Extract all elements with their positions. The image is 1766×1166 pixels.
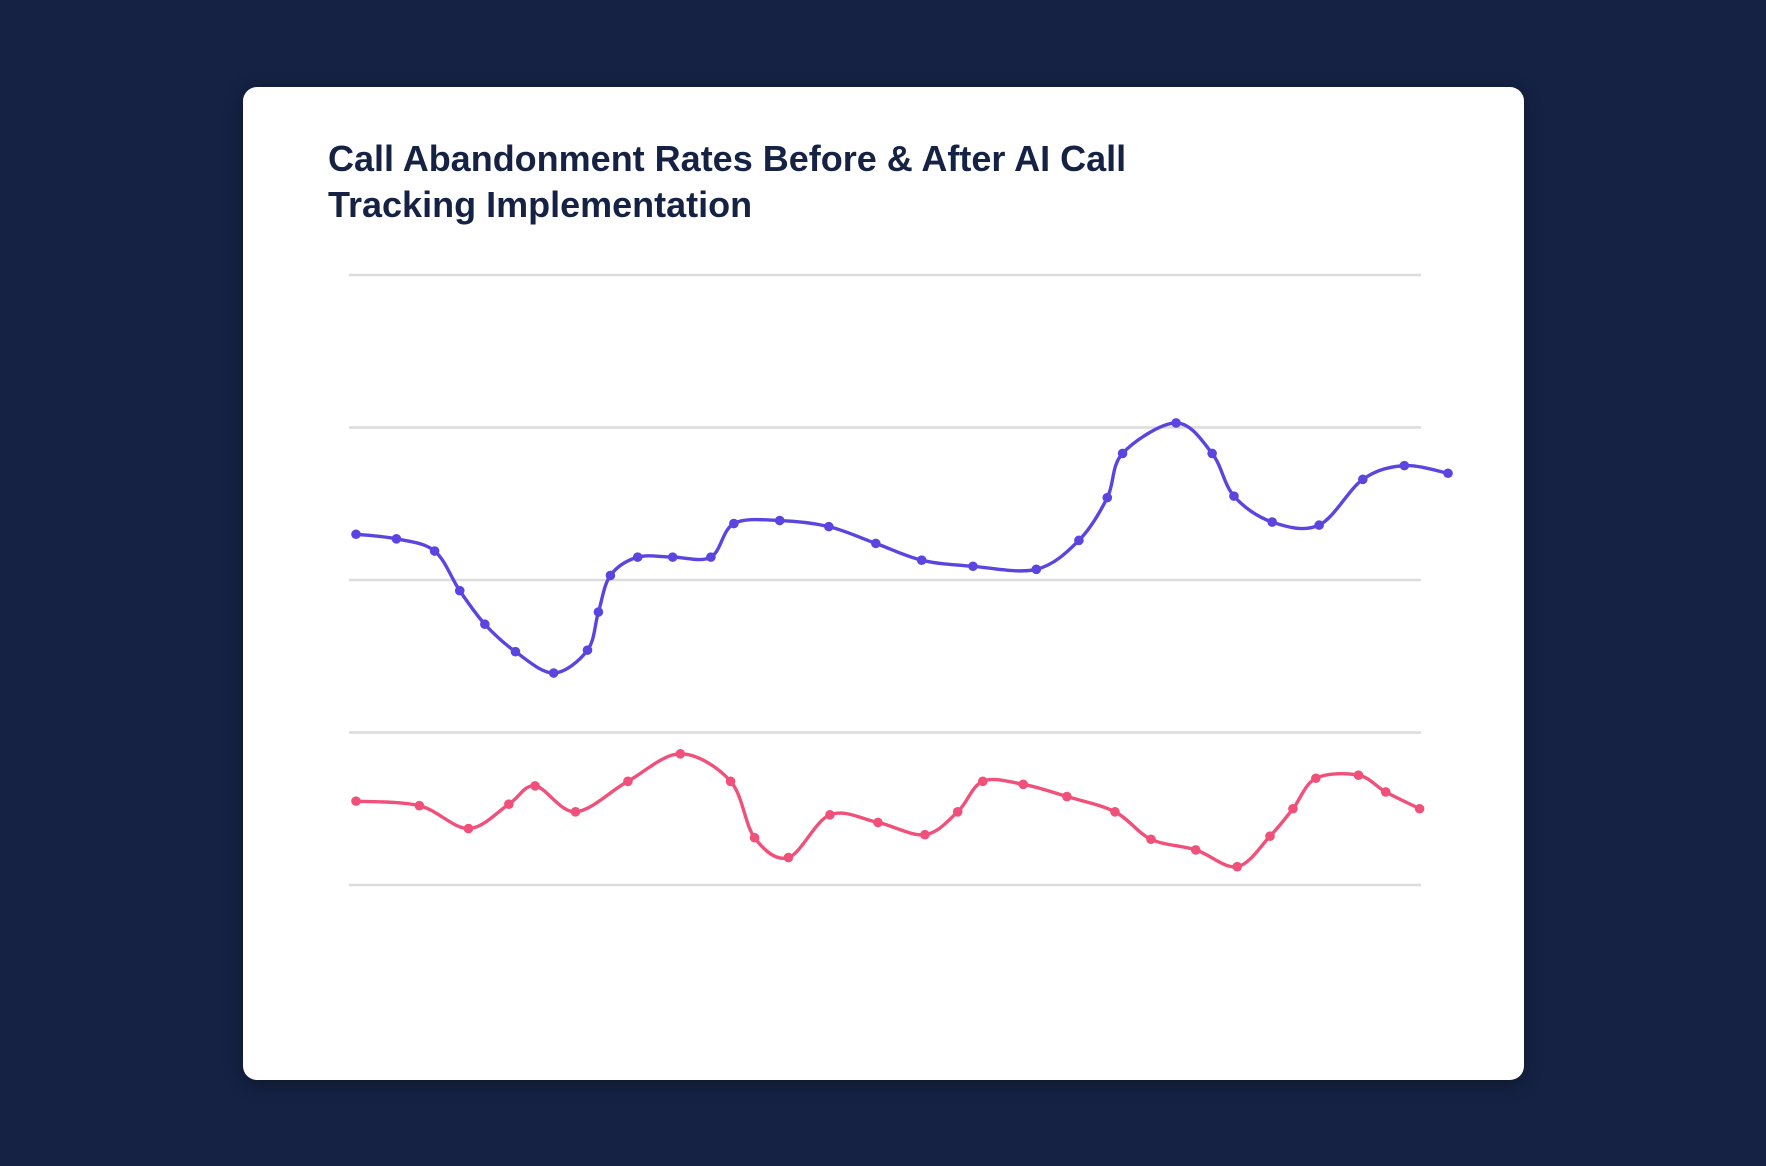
data-point — [706, 552, 716, 562]
data-point — [1018, 779, 1029, 790]
data-point — [1414, 803, 1425, 814]
chart-title: Call Abandonment Rates Before & After AI… — [328, 138, 1127, 225]
data-point — [1353, 770, 1364, 780]
data-point — [605, 570, 616, 581]
data-point — [1031, 564, 1042, 575]
data-point — [570, 807, 581, 817]
data-point — [414, 800, 425, 811]
data-point — [593, 607, 604, 617]
data-point — [1399, 460, 1410, 471]
series-line — [355, 421, 1449, 675]
data-point — [667, 552, 678, 562]
data-point — [1146, 834, 1156, 845]
data-point — [351, 796, 361, 806]
data-point — [1265, 831, 1275, 841]
data-point — [978, 776, 988, 787]
data-point — [952, 807, 963, 817]
data-point — [1190, 845, 1201, 855]
data-point — [1102, 492, 1113, 503]
data-point — [1314, 520, 1324, 530]
data-point — [1229, 491, 1239, 501]
data-point — [480, 619, 490, 630]
data-point — [1358, 474, 1368, 485]
data-point — [504, 799, 514, 809]
data-point — [1171, 418, 1181, 428]
data-point — [1062, 791, 1072, 802]
data-point — [548, 668, 559, 678]
data-point — [351, 529, 361, 540]
series-line — [355, 752, 1421, 869]
data-point — [1288, 803, 1298, 814]
data-point — [510, 646, 521, 657]
data-point — [632, 552, 643, 562]
data-point — [1380, 787, 1391, 797]
data-point — [623, 776, 633, 787]
data-point — [675, 749, 686, 759]
data-point — [1110, 807, 1120, 817]
data-point — [1117, 448, 1128, 459]
data-point — [916, 555, 927, 565]
data-point — [454, 585, 465, 596]
data-point — [582, 645, 593, 655]
data-point — [824, 521, 834, 532]
data-point — [429, 546, 440, 556]
data-point — [870, 538, 881, 549]
data-point — [1311, 773, 1321, 784]
data-point — [783, 852, 794, 863]
data-point — [1267, 517, 1277, 527]
data-point — [391, 534, 402, 544]
data-point — [873, 817, 883, 828]
data-point — [749, 832, 760, 843]
data-point — [463, 823, 474, 834]
data-point — [1443, 468, 1453, 479]
data-point — [725, 776, 736, 787]
data-point — [1074, 535, 1084, 546]
data-point — [968, 561, 978, 572]
data-point — [920, 829, 930, 840]
data-point — [1232, 861, 1243, 872]
data-point — [825, 810, 835, 820]
data-point — [729, 518, 739, 529]
data-point — [774, 515, 785, 526]
data-point — [1207, 448, 1217, 459]
data-point — [530, 781, 540, 791]
